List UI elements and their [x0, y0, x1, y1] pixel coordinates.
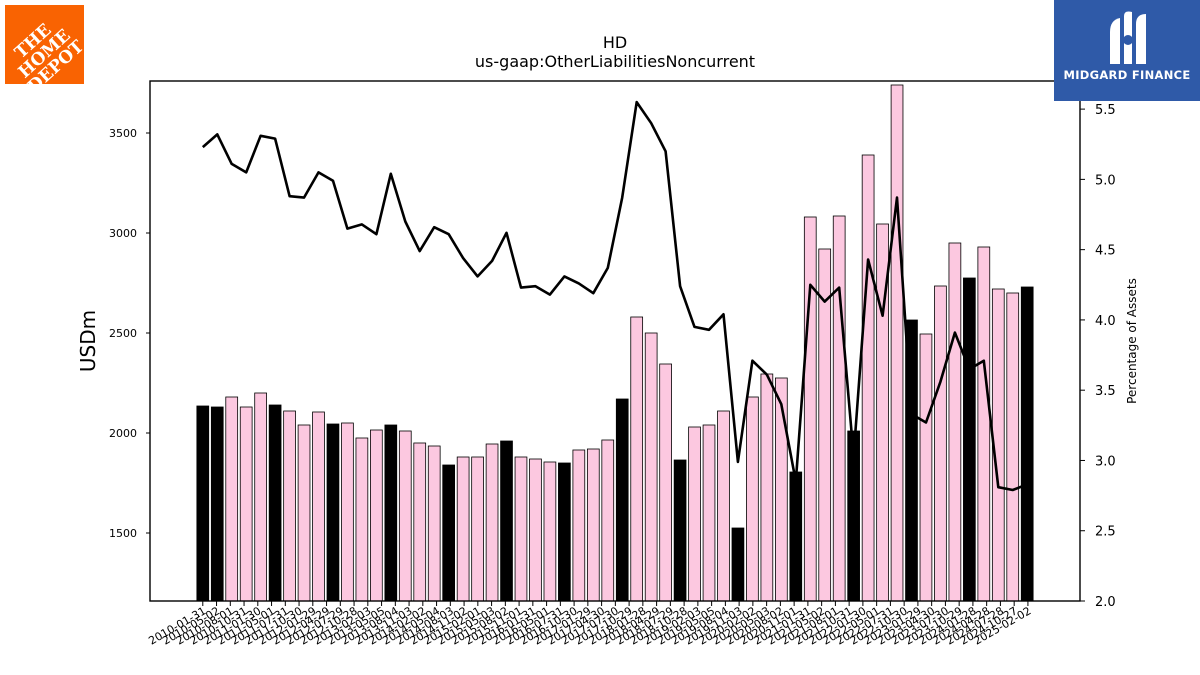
- bar: [861, 154, 875, 602]
- series-line-percentage-of-assets: [201, 100, 1028, 492]
- bar: [774, 377, 788, 602]
- bar: [731, 527, 745, 602]
- bar: [297, 424, 311, 602]
- bar: [398, 430, 412, 602]
- y2-tick-label: 5.0: [1095, 173, 1116, 188]
- bar: [456, 456, 470, 602]
- bar: [413, 442, 427, 602]
- bar: [370, 429, 383, 602]
- y-tick-label: 2000: [109, 427, 137, 440]
- midgard-finance-logo-text: MIDGARD FINANCE: [1063, 68, 1191, 82]
- bar: [934, 285, 947, 602]
- bar: [196, 405, 210, 602]
- bar: [688, 426, 701, 602]
- y2-tick-label: 4.0: [1095, 314, 1116, 329]
- y-tick-label: 1500: [109, 527, 137, 540]
- bar: [543, 461, 557, 602]
- bar: [254, 392, 267, 602]
- bar: [239, 406, 253, 602]
- bar: [500, 440, 513, 602]
- bar: [384, 424, 398, 602]
- bar: [268, 404, 282, 602]
- bar: [702, 424, 716, 602]
- chart-title: HD: [602, 33, 628, 52]
- bar: [427, 445, 441, 602]
- bar: [601, 439, 615, 602]
- bar: [890, 84, 904, 602]
- y2-tick-label: 3.0: [1095, 454, 1116, 469]
- bar: [283, 410, 296, 602]
- home-depot-logo-text: THE HOME DEPOT: [11, 20, 84, 84]
- home-depot-logo: THE HOME DEPOT: [5, 5, 84, 84]
- bar: [977, 246, 991, 602]
- y2-axis-label: Percentage of Assets: [1125, 278, 1139, 404]
- bar: [485, 443, 499, 602]
- bar: [760, 373, 774, 602]
- bar: [514, 456, 528, 602]
- bar: [1020, 286, 1034, 602]
- bar: [615, 398, 629, 602]
- y2-tick-label: 2.5: [1095, 525, 1116, 540]
- bar: [326, 423, 340, 602]
- bar: [832, 215, 846, 602]
- bar: [558, 462, 571, 602]
- y2-tick-label: 4.5: [1095, 244, 1116, 259]
- bar: [919, 333, 933, 602]
- y-tick-label: 2500: [109, 327, 137, 340]
- bar: [442, 464, 456, 602]
- bar: [673, 459, 687, 602]
- bar: [746, 396, 759, 602]
- y-axis-label: USDm: [76, 310, 100, 372]
- y2-tick-label: 3.5: [1095, 384, 1116, 399]
- bar: [717, 410, 730, 602]
- y-tick-label: 3500: [109, 127, 137, 140]
- bar: [210, 406, 224, 602]
- bar: [1006, 292, 1020, 602]
- bar: [803, 216, 817, 602]
- bar: [572, 449, 586, 602]
- y-tick-label: 3000: [109, 227, 137, 240]
- bar: [341, 422, 354, 602]
- y2-tick-label: 5.5: [1095, 103, 1116, 118]
- y2-tick-label: 2.0: [1095, 595, 1116, 610]
- bar: [225, 396, 239, 602]
- bar: [586, 448, 600, 602]
- bar: [529, 458, 542, 602]
- bar: [963, 277, 976, 602]
- bar: [644, 332, 658, 602]
- chart-title-block: HD us-gaap:OtherLiabilitiesNoncurrent: [415, 33, 815, 71]
- bar: [355, 437, 369, 602]
- bar: [789, 471, 803, 602]
- bar: [659, 363, 672, 602]
- chart-subtitle: us-gaap:OtherLiabilitiesNoncurrent: [474, 52, 756, 71]
- bar: [948, 242, 962, 602]
- midgard-finance-logo: MIDGARD FINANCE: [1054, 0, 1200, 101]
- bar: [630, 316, 644, 602]
- bar: [471, 456, 484, 602]
- midgard-mark-icon: [1110, 11, 1146, 64]
- bar: [312, 411, 325, 602]
